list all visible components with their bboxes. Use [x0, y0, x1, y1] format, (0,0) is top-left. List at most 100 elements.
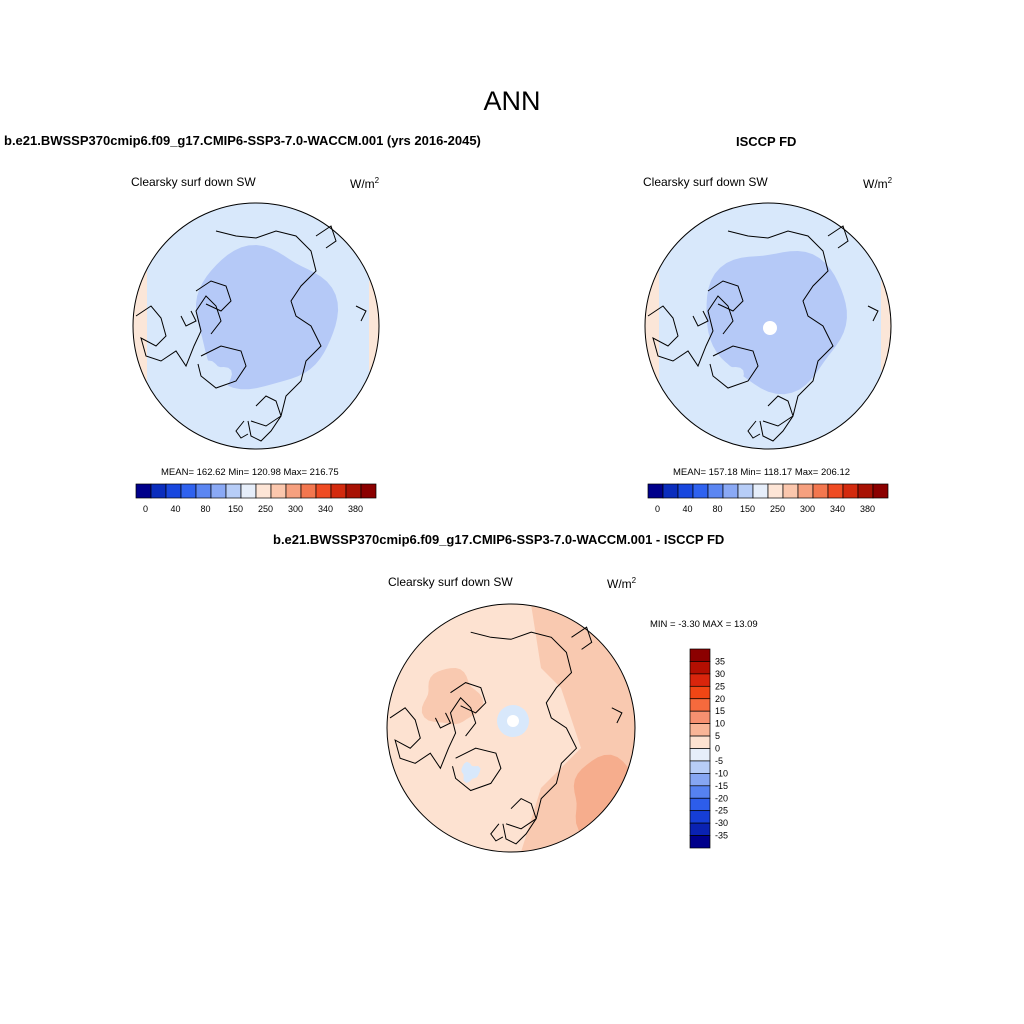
colorbar-1-tick-label: 80: [200, 504, 210, 514]
colorbar-1-swatch-6: [225, 483, 242, 499]
map-high-positive-region: [573, 754, 635, 838]
colorbar-1-swatch-9: [270, 483, 287, 499]
colorbar-2-tick-label: 250: [770, 504, 785, 514]
colorbar-2-tick-label: 380: [860, 504, 875, 514]
panel-1-title: b.e21.BWSSP370cmip6.f09_g17.CMIP6-SSP3-7…: [4, 133, 481, 148]
map-pole-hole: [763, 321, 777, 335]
map-positive-region: [521, 604, 635, 852]
colorbar-2-tick-label: 300: [800, 504, 815, 514]
colorbar-2-swatch-1: [662, 483, 679, 499]
coastline-eurasia: [215, 230, 322, 427]
coastlines: [135, 225, 367, 442]
map-background-fill: [133, 203, 379, 449]
colorbar-1-swatch-13: [330, 483, 347, 499]
colorbar-1-tick-label: 0: [143, 504, 148, 514]
colorbar-1-swatch-2: [165, 483, 182, 499]
colorbar-2-tick-label: 150: [740, 504, 755, 514]
colorbar-1-swatch-4: [195, 483, 212, 499]
map-high-latitude-fill: [196, 245, 339, 390]
panel-3-stats: MIN = -3.30 MAX = 13.09: [650, 619, 758, 630]
coastline-north-america: [647, 295, 734, 368]
colorbar-1-swatch-7: [240, 483, 257, 499]
panel-3-variable-label: Clearsky surf down SW: [388, 575, 513, 589]
map-greenland-fill: [198, 360, 232, 397]
panel-1-units: W/m2: [350, 176, 380, 191]
colorbar-3-tick-label: -35: [715, 831, 728, 841]
coastline-east-asia: [571, 626, 593, 650]
coastline-island: [692, 310, 709, 327]
colorbar-3-tick-label: -10: [715, 768, 728, 778]
colorbar-3-swatch-10: [689, 773, 711, 787]
colorbar-2-swatch-0: [647, 483, 664, 499]
colorbar-3-swatch-7: [689, 735, 711, 749]
colorbar-1-swatch-11: [300, 483, 317, 499]
coastline-archipelago: [707, 280, 744, 312]
colorbar-3-swatch-12: [689, 797, 711, 812]
coastline-greenland: [197, 345, 247, 389]
coastline-europe: [502, 797, 537, 845]
colorbar-3-swatch-3: [689, 685, 711, 700]
colorbar-2-swatch-3: [692, 483, 709, 499]
colorbar-2-swatch-14: [857, 483, 874, 499]
colorbar-3-tick-label: 10: [715, 719, 725, 729]
colorbar-3-tick-label: 30: [715, 669, 725, 679]
colorbar-3-swatch-0: [689, 648, 711, 662]
colorbar-1-swatch-1: [150, 483, 167, 499]
colorbar-3-swatch-13: [689, 810, 711, 824]
colorbar-3-tick-label: -15: [715, 781, 728, 791]
colorbar-2-tick-label: 340: [830, 504, 845, 514]
coastline-greenland: [709, 345, 759, 389]
colorbar-3-tick-label: 5: [715, 731, 720, 741]
colorbar-1-swatch-12: [315, 483, 332, 499]
colorbar-3-tick-label: 25: [715, 681, 725, 691]
map-pole-hole: [507, 715, 519, 727]
colorbar-1-tick-label: 380: [348, 504, 363, 514]
colorbar-3-tick-label: -25: [715, 806, 728, 816]
map-boundary: [132, 202, 380, 450]
map-high-latitude-fill: [706, 251, 847, 395]
map-fill-group: [133, 203, 379, 449]
colorbar-2-swatch-15: [872, 483, 889, 499]
map-greenland-fill: [710, 360, 744, 397]
coastline-british-isles: [235, 420, 249, 439]
coastline-british-isles: [747, 420, 761, 439]
panel-2-stats: MEAN= 157.18 Min= 118.17 Max= 206.12: [673, 467, 851, 478]
coastline-archipelago: [450, 682, 487, 714]
coastline-island: [434, 712, 452, 729]
colorbar-2-tick-label: 40: [682, 504, 692, 514]
colorbar-1-tick-label: 250: [258, 504, 273, 514]
coastline-eurasia: [727, 230, 834, 427]
figure-title: ANN: [483, 86, 541, 116]
coastline-pacific: [867, 305, 879, 322]
coastline-archipelago: [195, 280, 232, 312]
colorbar-3-tick-label: 20: [715, 694, 725, 704]
colorbar-3-swatch-4: [689, 698, 711, 712]
map-negative-region: [497, 705, 529, 737]
colorbar-3-tick-label: -30: [715, 818, 728, 828]
colorbar-2-swatch-12: [827, 483, 844, 499]
colorbar-2-swatch-6: [737, 483, 754, 499]
map-fill-group: [645, 203, 891, 449]
colorbar-3-tick-label: 15: [715, 706, 725, 716]
map-background-fill: [387, 604, 635, 852]
panel-3-title: b.e21.BWSSP370cmip6.f09_g17.CMIP6-SSP3-7…: [273, 532, 725, 547]
colorbar-2-swatch-8: [767, 483, 784, 499]
colorbar-1-swatch-14: [345, 483, 362, 499]
panel-1-stats: MEAN= 162.62 Min= 120.98 Max= 216.75: [161, 467, 339, 478]
colorbar-1-tick-label: 40: [170, 504, 180, 514]
colorbar-3-swatch-11: [689, 785, 711, 799]
colorbar-2-swatch-9: [782, 483, 799, 499]
coastline-island: [180, 310, 197, 327]
panel-3-units: W/m2: [607, 576, 637, 591]
colorbar-3-tick-label: -20: [715, 793, 728, 803]
colorbar-1-tick-label: 300: [288, 504, 303, 514]
coastline-pacific: [355, 305, 367, 322]
colorbar-3-swatch-14: [689, 822, 711, 836]
colorbar-1-swatch-8: [255, 483, 272, 499]
map-fill-group: [387, 604, 635, 852]
map-rim-east: [881, 281, 891, 371]
colorbar-3-tick-label: 35: [715, 656, 725, 666]
